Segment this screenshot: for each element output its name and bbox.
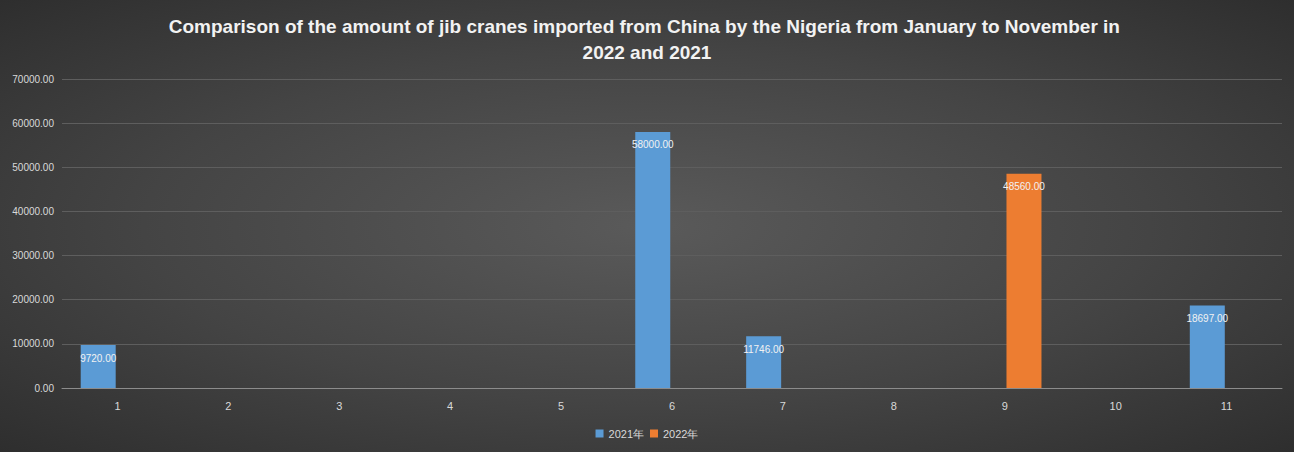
svg-text:6: 6 [669,400,675,412]
svg-text:2: 2 [225,400,231,412]
svg-text:8: 8 [891,400,897,412]
svg-text:2021年: 2021年 [609,428,644,440]
svg-text:9720.00: 9720.00 [80,353,117,364]
svg-text:Comparison of the amount of ji: Comparison of the amount of jib cranes i… [169,16,1125,37]
svg-text:60000.00: 60000.00 [12,118,54,129]
svg-text:2022年: 2022年 [663,428,698,440]
svg-text:70000.00: 70000.00 [12,74,54,85]
svg-text:20000.00: 20000.00 [12,294,54,305]
svg-text:5: 5 [558,400,564,412]
svg-text:30000.00: 30000.00 [12,250,54,261]
svg-text:11: 11 [1221,400,1232,412]
svg-text:10000.00: 10000.00 [12,338,54,349]
svg-text:7: 7 [780,400,786,412]
svg-text:58000.00: 58000.00 [632,139,674,150]
svg-text:2022 and 2021: 2022 and 2021 [583,42,712,63]
svg-text:10: 10 [1110,400,1122,412]
svg-text:18697.00: 18697.00 [1186,313,1228,324]
svg-text:9: 9 [1002,400,1008,412]
svg-text:50000.00: 50000.00 [12,162,54,173]
svg-text:40000.00: 40000.00 [12,206,54,217]
svg-text:1: 1 [114,400,120,412]
svg-text:48560.00: 48560.00 [1003,181,1045,192]
svg-text:0.00: 0.00 [35,383,55,394]
svg-text:3: 3 [336,400,342,412]
svg-text:11746.00: 11746.00 [743,344,784,355]
svg-text:4: 4 [447,400,453,412]
